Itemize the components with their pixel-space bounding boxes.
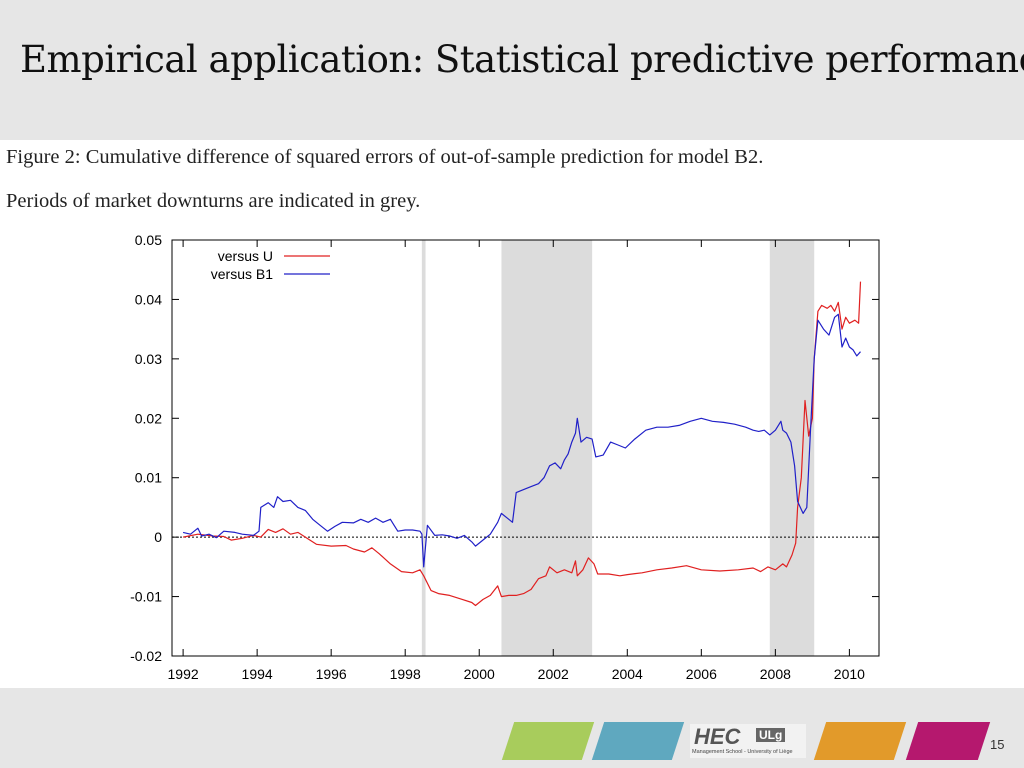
- logo-text: HEC: [694, 724, 741, 749]
- x-tick-label: 2004: [612, 666, 643, 682]
- x-tick-label: 2008: [760, 666, 791, 682]
- legend-label-1: versus U: [218, 248, 273, 264]
- x-tick-label: 1996: [316, 666, 347, 682]
- page-number: 15: [990, 737, 1005, 752]
- x-tick-label: 1992: [168, 666, 199, 682]
- y-tick-label: 0.03: [135, 351, 162, 367]
- x-tick-label: 2000: [464, 666, 495, 682]
- y-tick-label: 0.02: [135, 410, 162, 426]
- footer-bar-magenta: [905, 722, 991, 760]
- hec-logo: HEC ULg Management School - University o…: [690, 724, 806, 758]
- logo-badge: ULg: [756, 728, 786, 742]
- legend-label-2: versus B1: [211, 266, 273, 282]
- y-tick-label: -0.02: [130, 648, 162, 664]
- downturn-shade-1: [421, 240, 426, 656]
- x-tick-label: 1994: [242, 666, 273, 682]
- y-tick-label: 0: [154, 529, 162, 545]
- x-tick-label: 1998: [390, 666, 421, 682]
- footer-bar-blue: [591, 722, 685, 760]
- logo-subtitle: Management School - University of Liège: [692, 749, 793, 755]
- y-tick-label: -0.01: [130, 589, 162, 605]
- y-tick-label: 0.04: [135, 291, 162, 307]
- footer-bar-green: [501, 722, 595, 760]
- figure-caption-line-1: Figure 2: Cumulative difference of squar…: [6, 146, 764, 168]
- x-tick-label: 2010: [834, 666, 865, 682]
- figure-caption-line-2: Periods of market downturns are indicate…: [6, 190, 421, 212]
- plot-frame: [171, 239, 880, 657]
- footer-bar-orange: [813, 722, 907, 760]
- series-line-2: [182, 313, 861, 568]
- slide-title: Empirical application: Statistical predi…: [20, 38, 1024, 81]
- series-line-1: [182, 281, 862, 607]
- downturn-shade-2: [501, 240, 593, 656]
- x-tick-label: 2006: [686, 666, 717, 682]
- y-tick-label: 0.05: [135, 232, 162, 248]
- y-tick-label: 0.01: [135, 470, 162, 486]
- x-tick-label: 2002: [538, 666, 569, 682]
